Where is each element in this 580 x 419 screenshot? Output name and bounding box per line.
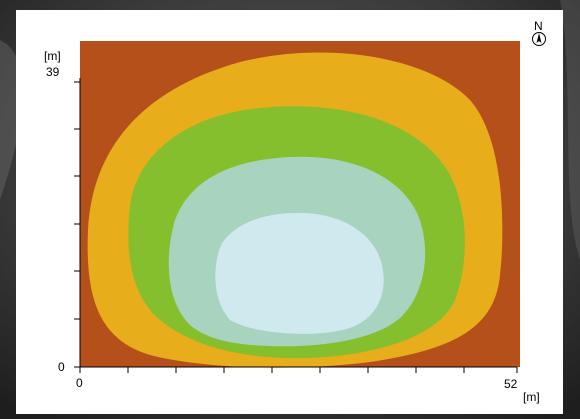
x-max-label: 52 [504,377,518,391]
compass-icon [532,32,546,46]
y-axis [74,78,81,368]
x-axis [79,366,518,373]
north-label: N [534,19,543,33]
y-min-label: 0 [58,360,65,374]
y-unit-label: [m] [44,49,61,63]
zone-core [215,212,384,334]
north-arrow-icon: N [529,20,549,50]
x-unit-label: [m] [523,390,540,404]
x-min-label: 0 [76,376,83,390]
y-max-label: 39 [46,65,60,79]
